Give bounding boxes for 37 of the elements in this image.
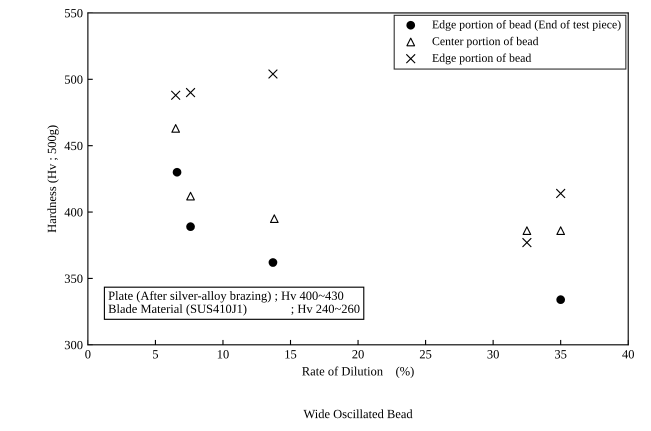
- point: [268, 69, 278, 79]
- legend-label: Center portion of bead: [432, 36, 538, 48]
- x-tick-label: 35: [555, 350, 566, 358]
- point: [268, 258, 278, 267]
- point: [556, 188, 566, 198]
- text: Wide Oscillated Bead: [303, 409, 412, 418]
- y-tick-label: 550: [65, 8, 83, 18]
- point: [186, 222, 195, 232]
- y-tick-label: 350: [64, 274, 83, 283]
- y-tick-label: 400: [64, 208, 83, 217]
- annotation: Blade Material (SUS410J1) ; Hv 240~260: [108, 304, 360, 316]
- x-tick-label: 40: [622, 350, 634, 358]
- point: [522, 226, 532, 235]
- x-tick-label: 30: [487, 350, 499, 358]
- y-axis-title: Hardness (Hv ; 500g): [47, 125, 59, 232]
- annotation: Plate (After silver-alloy brazing) ; Hv 400~430: [108, 291, 344, 303]
- point: [170, 90, 181, 100]
- y-tick-label: 500: [65, 75, 83, 84]
- x-tick-label: 15: [285, 350, 296, 358]
- y-tick-label: 300: [64, 340, 83, 350]
- point: [186, 88, 196, 98]
- x-tick-label: 20: [352, 350, 364, 358]
- point: [556, 295, 566, 304]
- x-tick-label: 5: [153, 350, 158, 358]
- point: [186, 192, 195, 200]
- point: [171, 124, 180, 133]
- x-axis-title: Rate of Dilution (%): [302, 366, 414, 378]
- x-tick-label: 25: [420, 350, 432, 358]
- legend-label: Edge portion of bead (End of test piece): [432, 20, 621, 31]
- x-tick-label: 10: [218, 350, 229, 358]
- x-tick-label: 0: [85, 350, 91, 358]
- legend-label: Edge portion of bead: [432, 54, 532, 64]
- point: [556, 226, 566, 235]
- point: [172, 168, 182, 177]
- point: [522, 238, 532, 248]
- point: [270, 214, 279, 224]
- y-tick-label: 450: [64, 142, 83, 150]
